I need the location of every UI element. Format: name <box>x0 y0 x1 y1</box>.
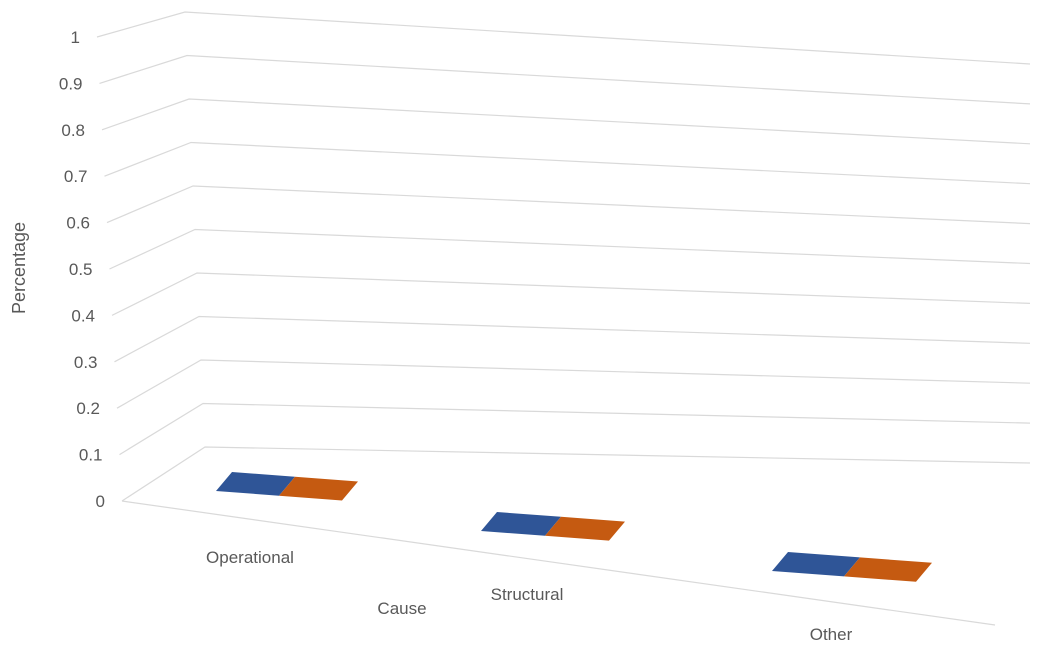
y-tick-label: 1 <box>71 28 80 47</box>
bar-series-2-operational <box>279 476 358 501</box>
bar-series-1-other <box>772 552 860 577</box>
x-category-label: Structural <box>491 585 564 604</box>
y-tick-label: 0.6 <box>66 214 90 233</box>
y-tick-label: 0.5 <box>69 260 93 279</box>
gridline <box>101 98 1031 145</box>
bars <box>216 472 932 582</box>
gridline <box>96 11 1031 65</box>
y-tick-label: 0.8 <box>61 121 85 140</box>
bar-series-1-structural <box>481 512 561 536</box>
gridline <box>109 228 1031 270</box>
gridlines <box>96 11 1031 626</box>
gridline <box>104 141 1031 185</box>
y-tick-label: 0.3 <box>74 353 98 372</box>
gridline <box>116 359 1031 409</box>
y-tick-label: 0.7 <box>64 167 88 186</box>
x-category-label: Operational <box>206 548 294 567</box>
gridline <box>121 446 1031 502</box>
gridline <box>106 185 1031 225</box>
floor-edge <box>121 500 996 626</box>
x-category-labels: Operational Structural Other <box>206 548 853 644</box>
gridline <box>111 272 1031 316</box>
x-axis-title: Cause <box>377 599 426 618</box>
y-tick-label: 0.2 <box>76 399 100 418</box>
gridline <box>114 315 1031 363</box>
gridline <box>119 402 1031 456</box>
y-tick-label: 0.4 <box>71 306 95 325</box>
x-category-label: Other <box>810 625 853 644</box>
y-axis-title: Percentage <box>9 222 29 314</box>
y-tick-label: 0.1 <box>79 446 103 465</box>
bar-series-2-structural <box>545 516 625 541</box>
gridline <box>99 54 1031 105</box>
y-tick-label: 0 <box>96 492 105 511</box>
y-tick-label: 0.9 <box>59 74 83 93</box>
bar-series-1-operational <box>216 472 295 496</box>
y-tick-labels: 0 0.1 0.2 0.3 0.4 0.5 0.6 0.7 0.8 0.9 1 <box>59 28 105 511</box>
bar-series-2-other <box>844 557 932 582</box>
